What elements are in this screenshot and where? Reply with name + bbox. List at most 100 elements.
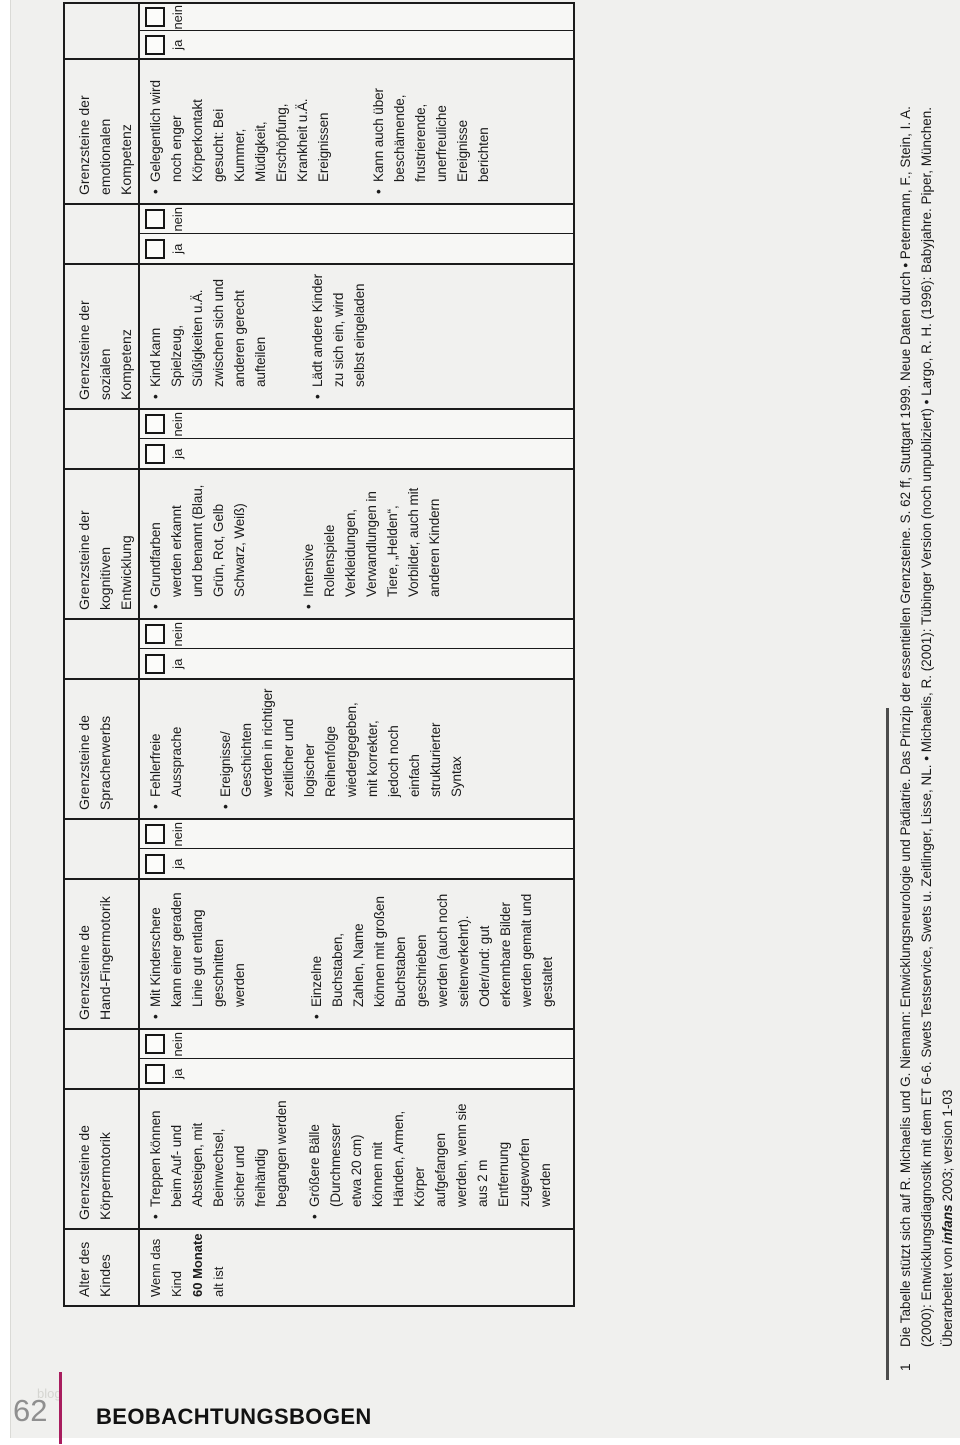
checkbox-label-ja: ja (170, 658, 185, 669)
ja-option-spracherwerb-janein: ja (140, 650, 573, 679)
bullet-item: Ereignisse/ Geschichten werden in richti… (215, 683, 467, 810)
ja-option-soziale-kompetenz-janein: ja (140, 235, 573, 264)
content-kognitive-entwicklung: Grundfarben werden erkannt und benannt (… (140, 470, 573, 620)
column-title: Grenzsteine de Hand-Fingermotorik (76, 896, 113, 1020)
checkbox-ja-emotionale-kompetenz-janein[interactable] (145, 34, 165, 55)
content-soziale-kompetenz-janein: ja nein (140, 205, 573, 265)
age-value: 60 Monate (190, 1233, 205, 1297)
header-kognitive-entwicklung-janein (65, 410, 140, 470)
age-text: Wenn das Kind 60 Monate alt ist (145, 1233, 229, 1297)
checkbox-nein-koerpermotorik-janein[interactable] (145, 1034, 165, 1055)
bullet-item: Mit Kinderschere kann einer geraden Lini… (145, 883, 250, 1020)
checkbox-label-nein: nein (170, 411, 185, 437)
bullet-item: Intensive Rollenspiele Verkleidungen, Ve… (298, 473, 445, 610)
bullet-item: Größere Bälle (Durchmesser etwa 20 cm) k… (304, 1093, 556, 1220)
checkbox-label-ja: ja (170, 1068, 185, 1079)
checkbox-ja-spracherwerb-janein[interactable] (145, 653, 165, 674)
checkbox-label-nein: nein (170, 4, 185, 30)
checkbox-label-ja: ja (170, 448, 185, 459)
age-text-line: alt ist (211, 1266, 226, 1297)
content-kognitive-entwicklung-janein: ja nein (140, 410, 573, 470)
header-koerpermotorik: Grenzsteine de Körpermotorik (65, 1090, 140, 1230)
header-soziale-kompetenz: Grenzsteine der sozialen Kompetenz (65, 265, 140, 410)
checkbox-label-nein: nein (170, 821, 185, 847)
checkbox-nein-kognitive-entwicklung-janein[interactable] (145, 414, 165, 435)
checkbox-ja-kognitive-entwicklung-janein[interactable] (145, 443, 165, 464)
content-spracherwerb-janein: ja nein (140, 620, 573, 680)
footnote-text-1: Die Tabelle stützt sich auf R. Michaelis… (898, 106, 913, 1347)
content-handfingermotorik-janein: ja nein (140, 820, 573, 880)
nein-option-handfingermotorik-janein: nein (140, 820, 573, 850)
watermark: blog (37, 1386, 62, 1401)
footnote-text-2: (2000): Entwicklungsdiagnostik mit dem E… (919, 106, 934, 1347)
bullet-item: Gelegentlich wird noch enger Körperkonta… (145, 63, 334, 195)
header-spracherwerb-janein (65, 620, 140, 680)
footnote-line-2: (2000): Entwicklungsdiagnostik mit dem E… (919, 107, 934, 1347)
ja-option-koerpermotorik-janein: ja (140, 1060, 573, 1089)
footnote-text-3b: 2003; version 1-03 (940, 1089, 955, 1202)
checkbox-label-ja: ja (170, 858, 185, 869)
checkbox-ja-handfingermotorik-janein[interactable] (145, 853, 165, 874)
bullet-item: Fehlerfreie Aussprache (145, 683, 187, 810)
checkbox-label-nein: nein (170, 621, 185, 647)
checkbox-nein-soziale-kompetenz-janein[interactable] (145, 209, 165, 230)
ja-option-handfingermotorik-janein: ja (140, 850, 573, 879)
content-koerpermotorik-janein: ja nein (140, 1030, 573, 1090)
checkbox-label-nein: nein (170, 1031, 185, 1057)
nein-option-spracherwerb-janein: nein (140, 620, 573, 650)
header-koerpermotorik-janein (65, 1030, 140, 1090)
nein-option-soziale-kompetenz-janein: nein (140, 205, 573, 235)
bullet-item: Kind kann Spielzeug, Süßigkeiten u.Ä. zw… (145, 268, 271, 400)
checkbox-ja-koerpermotorik-janein[interactable] (145, 1063, 165, 1084)
content-alter: Wenn das Kind 60 Monate alt ist (140, 1230, 573, 1305)
bullet-item: Grundfarben werden erkannt und benannt (… (145, 473, 250, 610)
footer-accent-line (59, 1372, 62, 1444)
checkbox-nein-spracherwerb-janein[interactable] (145, 624, 165, 645)
footnote-infans-emphasis: infans (940, 1204, 955, 1245)
column-title: Alter des Kindes (76, 1241, 113, 1297)
column-title: Grenzsteine de Körpermotorik (76, 1125, 113, 1220)
nein-option-kognitive-entwicklung-janein: nein (140, 410, 573, 440)
checkbox-label-ja: ja (170, 39, 185, 50)
content-spracherwerb: Fehlerfreie Aussprache Ereignisse/ Geschi… (140, 680, 573, 820)
checkbox-label-ja: ja (170, 243, 185, 254)
checkbox-label-nein: nein (170, 206, 185, 232)
header-kognitive-entwicklung: Grenzsteine der kognitiven Entwicklung (65, 470, 140, 620)
content-koerpermotorik: Treppen können beim Auf- und Absteigen, … (140, 1090, 573, 1230)
content-emotionale-kompetenz-janein: ja nein (140, 4, 573, 60)
bullet-item: Kann auch über beschämende, frustrierend… (368, 63, 494, 195)
footer-title: BEOBACHTUNGSBOGEN (96, 1404, 372, 1429)
bullet-item: Treppen können beim Auf- und Absteigen, … (145, 1093, 292, 1220)
age-text-line: Kind (169, 1270, 184, 1297)
header-spracherwerb: Grenzsteine de Spracherwerbs (65, 680, 140, 820)
checkbox-nein-emotionale-kompetenz-janein[interactable] (145, 7, 165, 28)
content-soziale-kompetenz: Kind kann Spielzeug, Süßigkeiten u.Ä. zw… (140, 265, 573, 410)
header-handfingermotorik-janein (65, 820, 140, 880)
page-number: 62 (13, 1393, 48, 1428)
ja-option-emotionale-kompetenz-janein: ja (140, 32, 573, 59)
bullet-item: Einzelne Buchstaben, Zahlen, Name können… (306, 883, 558, 1020)
checkbox-ja-soziale-kompetenz-janein[interactable] (145, 238, 165, 259)
content-emotionale-kompetenz: Gelegentlich wird noch enger Körperkonta… (140, 60, 573, 205)
nein-option-koerpermotorik-janein: nein (140, 1030, 573, 1060)
column-title: Grenzsteine der emotionalen Kompetenz (76, 95, 134, 195)
header-alter: Alter des Kindes (65, 1230, 140, 1305)
header-soziale-kompetenz-janein (65, 205, 140, 265)
header-emotionale-kompetenz-janein (65, 4, 140, 60)
bullet-item: Lädt andere Kinder zu sich ein, wird sel… (307, 268, 370, 400)
column-title: Grenzsteine de Spracherwerbs (76, 715, 113, 810)
age-text-line: Wenn das (148, 1238, 163, 1297)
footnote-text-3a: Überarbeitet von (940, 1247, 955, 1347)
footnote-line-3: Überarbeitet von infans 2003; version 1-03 (940, 1090, 955, 1347)
footnote-divider (886, 708, 889, 1380)
header-emotionale-kompetenz: Grenzsteine der emotionalen Kompetenz (65, 60, 140, 205)
content-handfingermotorik: Mit Kinderschere kann einer geraden Lini… (140, 880, 573, 1030)
footnote-number: 1 (898, 1363, 913, 1371)
ja-option-kognitive-entwicklung-janein: ja (140, 440, 573, 469)
grenzsteine-table: Alter des Kindes Grenzsteine de Körpermot… (63, 2, 575, 1307)
header-handfingermotorik: Grenzsteine de Hand-Fingermotorik (65, 880, 140, 1030)
checkbox-nein-handfingermotorik-janein[interactable] (145, 824, 165, 845)
column-title: Grenzsteine der sozialen Kompetenz (76, 300, 134, 400)
